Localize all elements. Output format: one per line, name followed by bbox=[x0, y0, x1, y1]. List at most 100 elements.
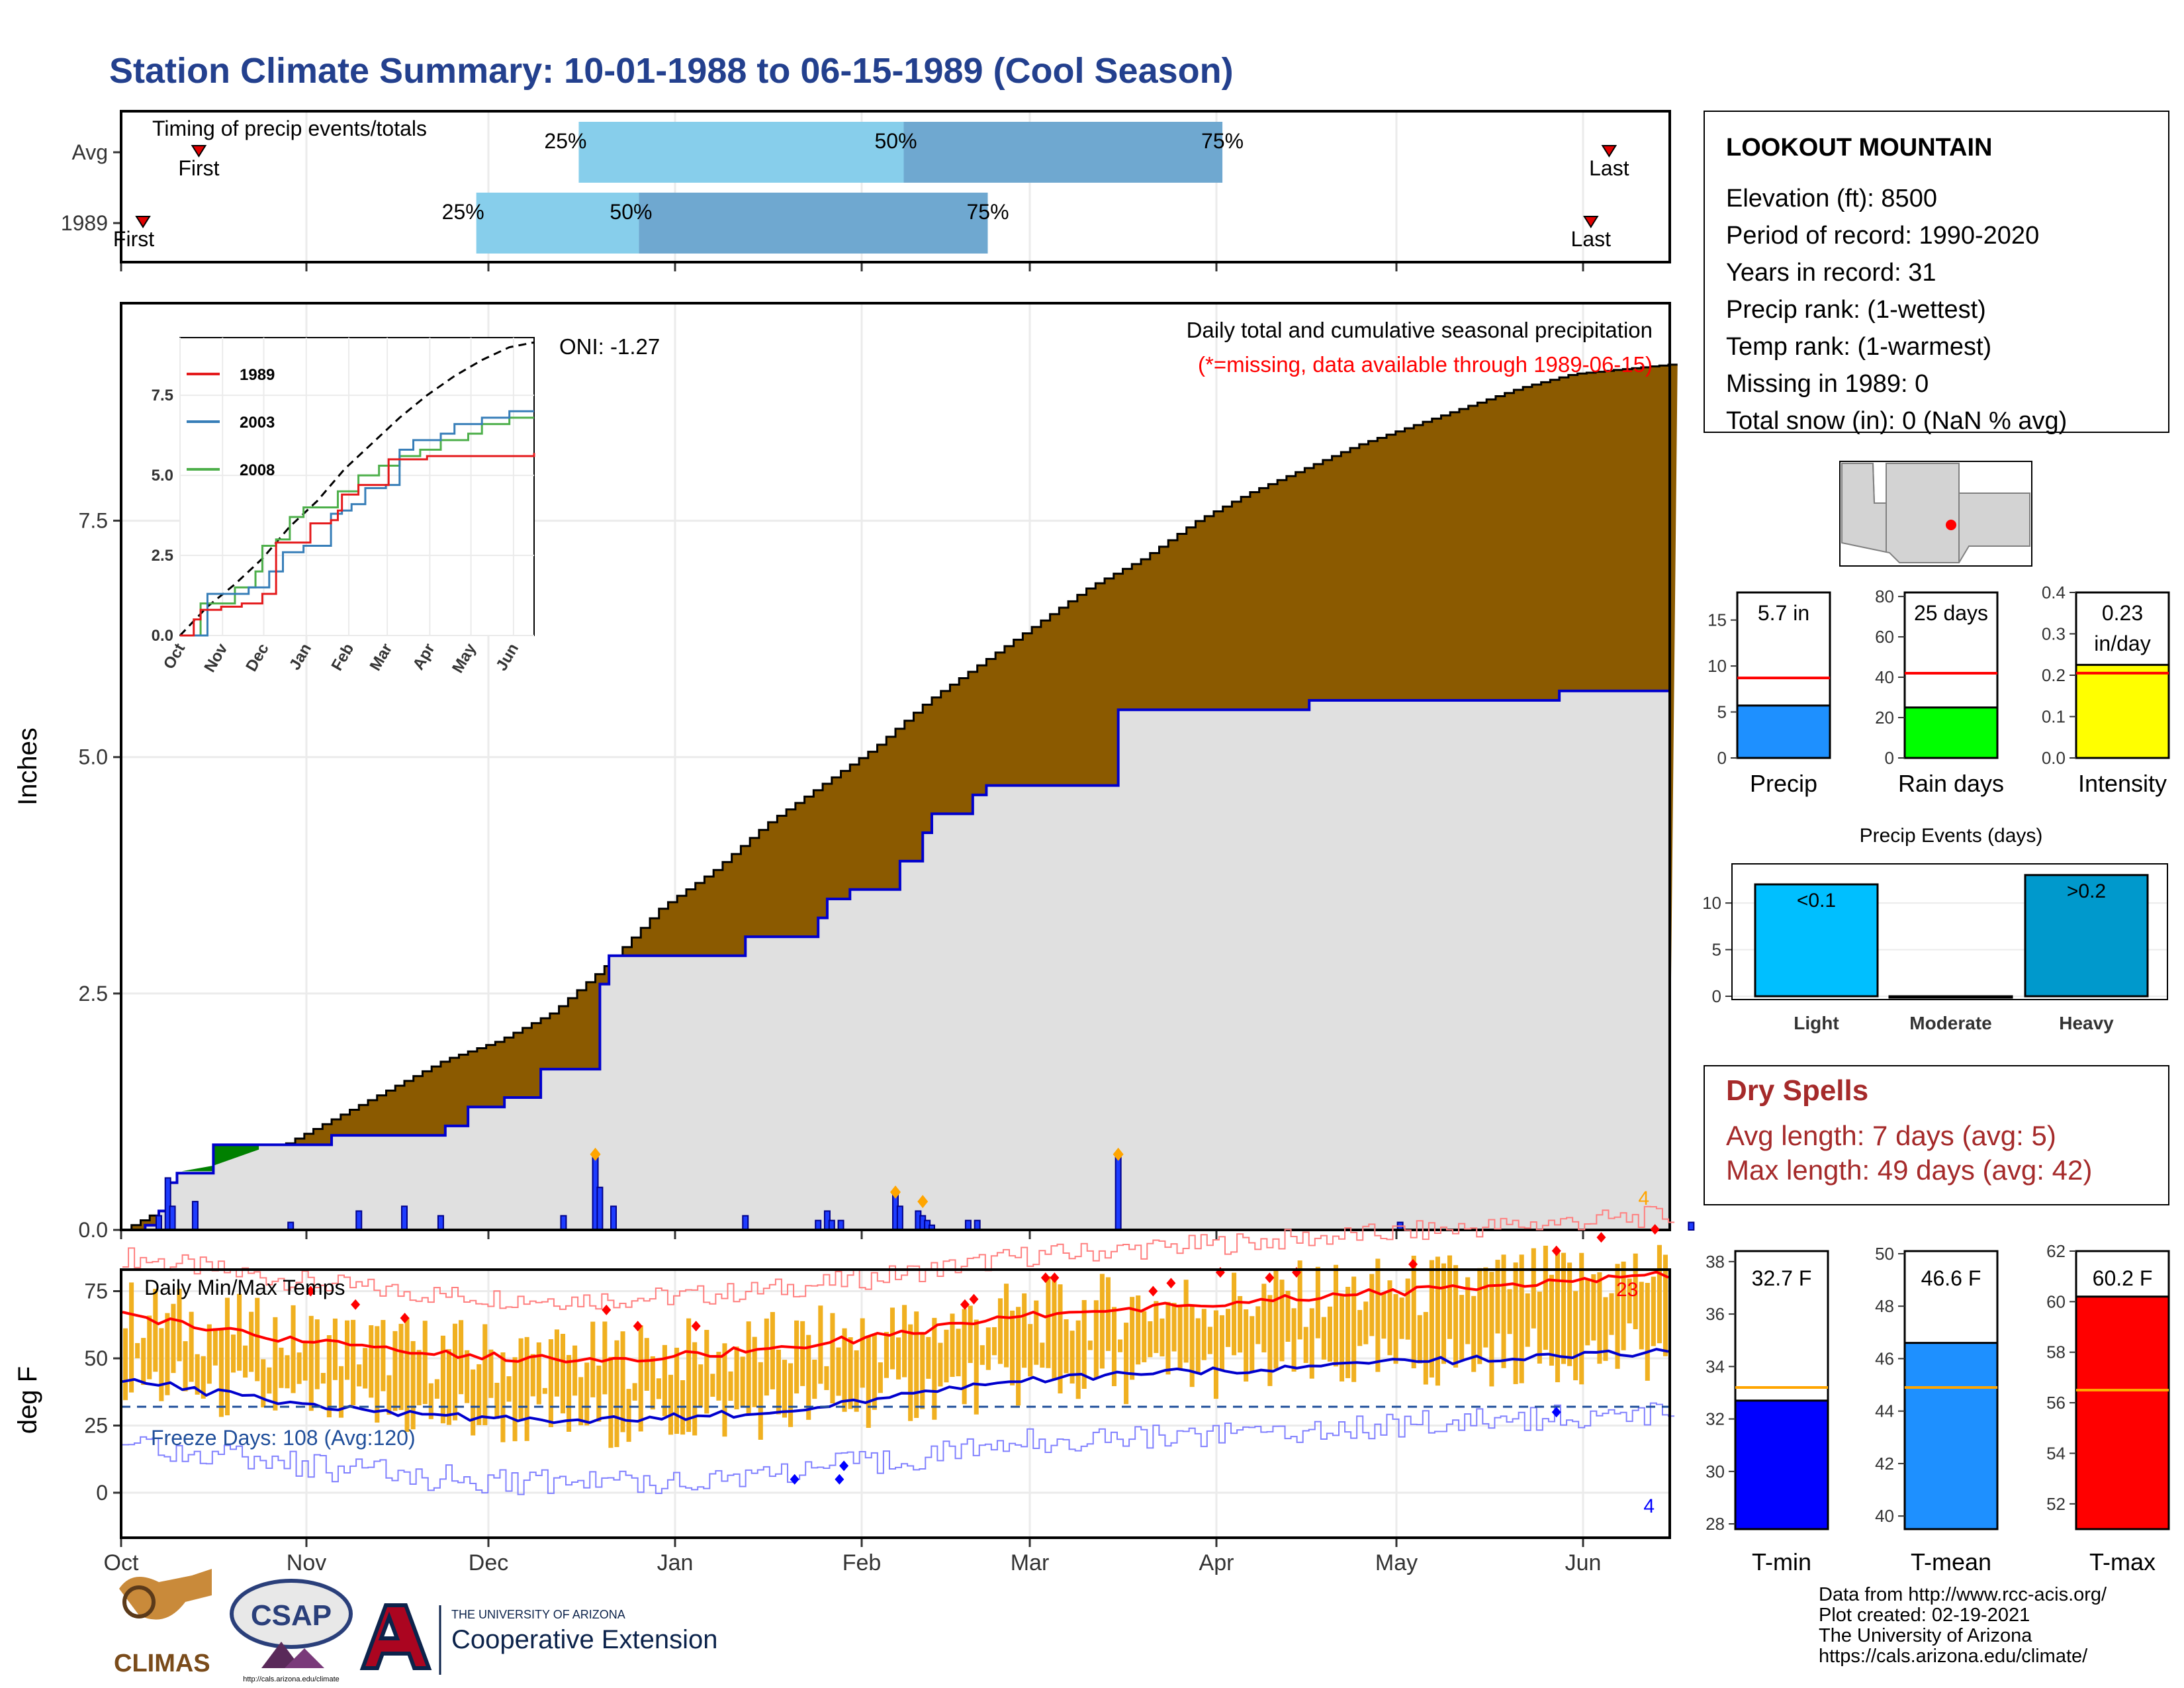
timing-q25-label: 25% bbox=[442, 200, 484, 224]
daily-temp-bar bbox=[398, 1323, 404, 1411]
daily-temp-bar bbox=[794, 1320, 799, 1394]
footer-credit-line: Data from http://www.rcc-acis.org/ bbox=[1819, 1584, 2107, 1605]
daily-temp-bar bbox=[230, 1335, 236, 1373]
record-high-marker bbox=[1166, 1278, 1176, 1289]
record-high-marker bbox=[351, 1299, 361, 1310]
daily-temp-bar bbox=[195, 1354, 200, 1395]
record-high-marker bbox=[1148, 1286, 1158, 1297]
dry-spells-max: Max length: 49 days (avg: 42) bbox=[1726, 1154, 2092, 1186]
daily-temp-bar bbox=[1016, 1307, 1021, 1406]
temp-bar-ytick-label: 60 bbox=[2046, 1291, 2066, 1311]
timing-row-label: 1989 bbox=[61, 211, 108, 235]
daily-temp-bar bbox=[1171, 1303, 1177, 1352]
daily-temp-bar bbox=[950, 1313, 955, 1378]
daily-temp-bar bbox=[1213, 1310, 1218, 1399]
daily-temp-bar bbox=[1136, 1295, 1141, 1365]
daily-precip-bar bbox=[896, 1205, 903, 1231]
record-high-marker bbox=[306, 1286, 316, 1297]
csap-logo: CSAP http://cals.arizona.edu/climate bbox=[230, 1579, 353, 1683]
daily-temp-bar bbox=[255, 1297, 260, 1382]
daily-temp-bar bbox=[1201, 1309, 1206, 1360]
daily-temp-bar bbox=[938, 1342, 943, 1387]
daily-temp-bar bbox=[782, 1360, 788, 1418]
daily-temp-bar bbox=[296, 1352, 302, 1384]
daily-temp-bar bbox=[1471, 1295, 1477, 1372]
temp-bar-ytick-label: 54 bbox=[2046, 1443, 2066, 1463]
daily-temp-bar bbox=[1093, 1300, 1099, 1379]
inset-1989-line bbox=[180, 453, 535, 637]
daily-temp-bar bbox=[536, 1342, 541, 1405]
daily-temp-bar bbox=[614, 1340, 619, 1448]
first-event-marker bbox=[191, 145, 207, 158]
daily-temp-bar bbox=[608, 1356, 614, 1448]
daily-temp-bar bbox=[896, 1337, 901, 1380]
temp-bar-t-mean bbox=[1903, 1342, 1999, 1530]
daily-temp-bar bbox=[1165, 1301, 1171, 1375]
daily-temp-bar bbox=[1124, 1323, 1129, 1405]
daily-precip-bar bbox=[815, 1219, 822, 1231]
daily-temp-bar bbox=[1118, 1339, 1123, 1352]
inset-ytick-label: 5.0 bbox=[152, 467, 173, 485]
daily-precip-bar bbox=[828, 1219, 835, 1231]
daily-precip-bar bbox=[355, 1210, 363, 1231]
daily-temp-bar bbox=[997, 1298, 1003, 1364]
station-info-line: Period of record: 1990-2020 bbox=[1726, 222, 2039, 250]
timing-panel: 25% 50% 75% First Last Avg 25% 50% 75% First Last 1… bbox=[61, 110, 1671, 271]
daily-temp-bar bbox=[218, 1328, 224, 1417]
month-label-jan: Jan bbox=[657, 1550, 694, 1575]
daily-temp-bar bbox=[944, 1329, 949, 1383]
ua-big-text: Cooperative Extension bbox=[451, 1625, 717, 1654]
daily-temp-bar bbox=[872, 1333, 877, 1410]
daily-precip-bar bbox=[742, 1215, 749, 1231]
timing-title: Timing of precip events/totals bbox=[152, 117, 427, 140]
station-info-line: Temp rank: (1-warmest) bbox=[1726, 333, 1991, 361]
summary-ytick-label: 0.1 bbox=[2042, 707, 2066, 727]
daily-temp-bar bbox=[1615, 1264, 1620, 1369]
station-info-line: Years in record: 31 bbox=[1726, 259, 1936, 287]
daily-temp-bar bbox=[1585, 1280, 1590, 1346]
daily-temp-bar bbox=[345, 1320, 350, 1380]
daily-temp-bar bbox=[1543, 1245, 1548, 1350]
daily-temp-bar bbox=[482, 1324, 488, 1425]
event-bar-light bbox=[1754, 883, 1879, 998]
daily-temp-bar bbox=[626, 1389, 631, 1442]
daily-temp-bar bbox=[1046, 1276, 1051, 1368]
csap-url: http://cals.arizona.edu/climate bbox=[243, 1675, 340, 1683]
daily-precip-bar bbox=[1688, 1221, 1695, 1231]
daily-temp-bar bbox=[1393, 1294, 1398, 1364]
station-info-line: Elevation (ft): 8500 bbox=[1726, 185, 1937, 212]
large-event-marker bbox=[1113, 1147, 1124, 1161]
footer-credit-line: Plot created: 02-19-2021 bbox=[1819, 1605, 2030, 1626]
summary-bar-intensity bbox=[2075, 663, 2170, 759]
daily-temp-bar bbox=[1525, 1293, 1530, 1347]
timing-bar-q25-q50 bbox=[476, 193, 639, 254]
daily-precip-bar bbox=[560, 1215, 567, 1231]
record-high-marker bbox=[969, 1293, 979, 1305]
daily-temp-bar bbox=[1477, 1268, 1482, 1364]
daily-temp-bar bbox=[1154, 1301, 1159, 1353]
temp-ylabel: deg F bbox=[13, 1366, 42, 1434]
daily-temp-bar bbox=[302, 1342, 308, 1381]
record-min-line bbox=[122, 1402, 1675, 1495]
daily-temp-bar bbox=[1028, 1324, 1033, 1377]
daily-temp-bar bbox=[1381, 1293, 1387, 1339]
event-category-label: Light bbox=[1794, 1013, 1839, 1033]
daily-temp-bar bbox=[314, 1319, 320, 1389]
summary-ytick-label: 40 bbox=[1875, 667, 1894, 687]
event-category-label: Moderate bbox=[1909, 1013, 1991, 1033]
daily-temp-bar bbox=[602, 1321, 608, 1395]
daily-temp-bar bbox=[746, 1321, 751, 1415]
record-high-marker bbox=[1596, 1232, 1606, 1243]
summary-ytick-label: 0.0 bbox=[2042, 748, 2066, 768]
dry-spells-title: Dry Spells bbox=[1726, 1074, 1868, 1107]
temp-bar-t-max bbox=[2075, 1295, 2170, 1530]
daily-temp-bar bbox=[1429, 1260, 1434, 1378]
temp-bar-ytick-label: 48 bbox=[1875, 1296, 1894, 1316]
daily-temp-bar bbox=[1513, 1262, 1518, 1384]
daily-temp-bar bbox=[1435, 1256, 1440, 1386]
oni-value: ONI: -1.27 bbox=[559, 334, 660, 359]
daily-temp-bar bbox=[410, 1340, 416, 1430]
daily-temp-bar bbox=[716, 1352, 721, 1401]
daily-precip-bar bbox=[610, 1205, 617, 1231]
footer-credit-line: The University of Arizona bbox=[1819, 1625, 2032, 1646]
